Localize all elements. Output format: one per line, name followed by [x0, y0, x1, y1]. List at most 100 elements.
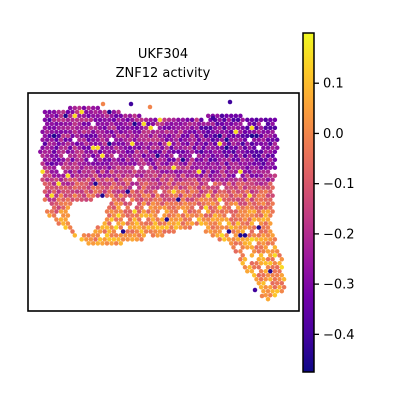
spot	[251, 145, 257, 151]
spot	[155, 177, 160, 182]
spot	[65, 109, 71, 115]
spot	[77, 129, 82, 135]
spot	[44, 129, 50, 135]
spot	[212, 197, 218, 202]
spot	[63, 113, 68, 119]
spot	[265, 233, 271, 238]
spot	[180, 213, 186, 218]
spot	[116, 197, 121, 202]
spot	[118, 145, 124, 151]
spot	[258, 237, 264, 242]
spot	[157, 157, 163, 163]
spot	[254, 157, 259, 163]
spot	[169, 145, 174, 151]
spot	[95, 137, 101, 143]
spot	[132, 113, 137, 119]
spot	[242, 177, 248, 182]
spot	[258, 221, 264, 226]
spot	[217, 157, 222, 163]
spot	[265, 249, 271, 254]
spot	[199, 213, 204, 218]
spot	[263, 125, 268, 131]
spot	[164, 177, 170, 182]
spot	[240, 133, 245, 139]
spot	[254, 205, 259, 210]
spot	[100, 137, 105, 143]
spot	[272, 269, 278, 274]
spot	[79, 189, 84, 194]
spot	[233, 209, 239, 214]
spot	[107, 205, 112, 210]
spot	[61, 205, 66, 210]
spot	[143, 125, 149, 131]
spot	[263, 197, 268, 202]
spot	[180, 133, 186, 139]
spot	[226, 133, 232, 139]
spot	[194, 189, 199, 194]
spot	[123, 129, 128, 135]
spot	[205, 145, 211, 151]
spot	[88, 149, 94, 155]
spot	[231, 125, 236, 131]
spot	[189, 173, 195, 178]
spot	[272, 125, 278, 131]
spot	[56, 109, 61, 115]
spot	[182, 153, 188, 159]
spot	[155, 145, 160, 151]
spot	[238, 185, 243, 190]
spot	[180, 117, 186, 123]
spot	[261, 137, 266, 143]
spot	[58, 113, 64, 119]
spot	[182, 193, 188, 198]
spot	[169, 137, 174, 143]
spot	[146, 185, 151, 190]
spot	[240, 221, 245, 226]
spot	[65, 181, 71, 186]
spot	[201, 137, 206, 143]
spot	[132, 233, 137, 238]
spot	[228, 169, 234, 174]
spot	[251, 121, 257, 127]
spot	[178, 177, 183, 182]
spot	[189, 157, 195, 163]
spot	[176, 157, 181, 163]
spot	[194, 173, 199, 178]
spot	[88, 181, 94, 186]
spot	[104, 177, 110, 182]
spot	[268, 165, 273, 170]
spot	[227, 99, 233, 105]
spot	[169, 129, 174, 135]
spot	[205, 121, 211, 127]
spot	[65, 149, 71, 155]
spot	[205, 137, 211, 143]
spot	[74, 117, 80, 123]
spot	[261, 288, 266, 294]
spot	[153, 149, 158, 155]
spot	[222, 173, 227, 178]
spot	[51, 197, 57, 202]
spot	[226, 189, 232, 194]
spot	[113, 129, 119, 135]
spot	[120, 229, 126, 234]
spot	[118, 129, 124, 135]
spot	[44, 161, 50, 166]
spot	[155, 185, 160, 190]
spot	[72, 129, 78, 135]
spot	[139, 149, 144, 155]
spot	[217, 141, 222, 147]
spot	[70, 165, 75, 170]
spot	[171, 173, 176, 178]
spot	[249, 189, 255, 194]
spot	[107, 109, 112, 115]
spot	[215, 193, 220, 198]
spot	[194, 125, 199, 131]
spot	[222, 165, 227, 170]
spot	[90, 193, 96, 198]
spot	[42, 157, 48, 163]
spot	[194, 157, 199, 163]
spot	[192, 185, 197, 190]
spot	[231, 229, 236, 234]
spot	[146, 137, 151, 143]
spot	[194, 149, 199, 155]
spot	[86, 177, 91, 182]
